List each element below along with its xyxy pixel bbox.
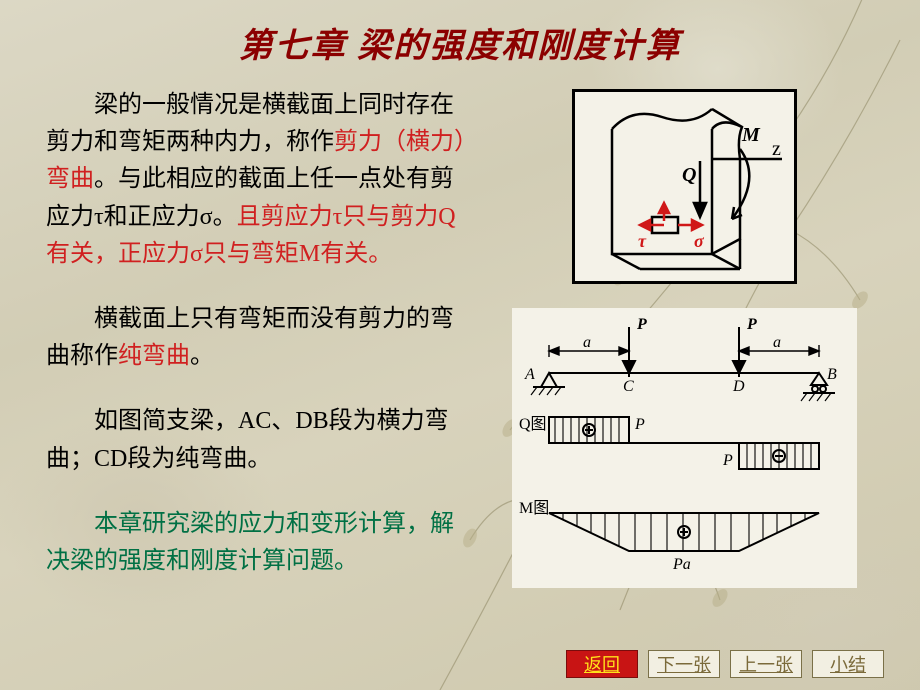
fig2-label-P1: P: [636, 316, 647, 333]
figure-1-box: M Q z τ σ: [572, 89, 797, 284]
fig1-label-z: z: [772, 138, 781, 160]
paragraph-4: 本章研究梁的应力和变形计算，解决梁的强度和刚度计算问题。: [46, 506, 476, 580]
nav-bar: 返回 下一张 上一张 小结: [566, 650, 884, 678]
nav-next-link[interactable]: 下一张: [648, 650, 720, 678]
fig2-label-Q: Q图: [519, 416, 547, 433]
fig2-label-a2: a: [773, 334, 781, 351]
fig2-label-Pu: P: [634, 416, 645, 433]
paragraph-1: 梁的一般情况是横截面上同时存在剪力和弯矩两种内力，称作剪力（横力）弯曲。与此相应…: [46, 87, 476, 273]
fig2-label-B: B: [827, 366, 837, 383]
figure-1-beam-section: M Q z τ σ: [582, 99, 787, 274]
figure-2-beam-diagrams: A B C D P P a a Q图 P P M图 Pa: [519, 313, 849, 583]
chapter-title: 第七章 梁的强度和刚度计算: [46, 18, 874, 67]
figure-2-box: A B C D P P a a Q图 P P M图 Pa: [512, 308, 857, 588]
paragraph-3: 如图简支梁，AC、DB段为横力弯曲；CD段为纯弯曲。: [46, 403, 476, 477]
fig2-label-C: C: [623, 378, 634, 395]
paragraph-2: 横截面上只有弯矩而没有剪力的弯曲称作纯弯曲。: [46, 301, 476, 375]
fig2-label-Pa: Pa: [672, 556, 691, 573]
text-column: 梁的一般情况是横截面上同时存在剪力和弯矩两种内力，称作剪力（横力）弯曲。与此相应…: [46, 87, 476, 608]
fig2-label-A: A: [524, 366, 535, 383]
fig1-label-sigma: σ: [694, 231, 705, 251]
fig2-label-M: M图: [519, 500, 549, 517]
fig2-label-D: D: [732, 378, 745, 395]
p3-text-1: 如图简支梁，AC、DB段为横力弯曲；CD段为纯弯曲。: [46, 408, 449, 471]
p2-red-1: 纯弯曲: [118, 343, 190, 369]
fig2-label-Pd: P: [722, 452, 733, 469]
p2-text-1: 横截面上只有弯矩而没有剪力的弯曲称作: [46, 306, 454, 369]
fig1-label-M: M: [741, 124, 761, 146]
nav-back-link[interactable]: 返回: [566, 650, 638, 678]
figure-column: M Q z τ σ: [494, 87, 874, 608]
fig1-label-tau: τ: [638, 231, 647, 251]
nav-summary-link[interactable]: 小结: [812, 650, 884, 678]
fig1-label-Q: Q: [682, 164, 696, 186]
fig2-label-P2: P: [746, 316, 757, 333]
fig2-label-a1: a: [583, 334, 591, 351]
nav-prev-link[interactable]: 上一张: [730, 650, 802, 678]
p2-text-2: 。: [190, 343, 214, 369]
p4-green-1: 本章研究梁的应力和变形计算，解决梁的强度和刚度计算问题。: [46, 511, 454, 574]
